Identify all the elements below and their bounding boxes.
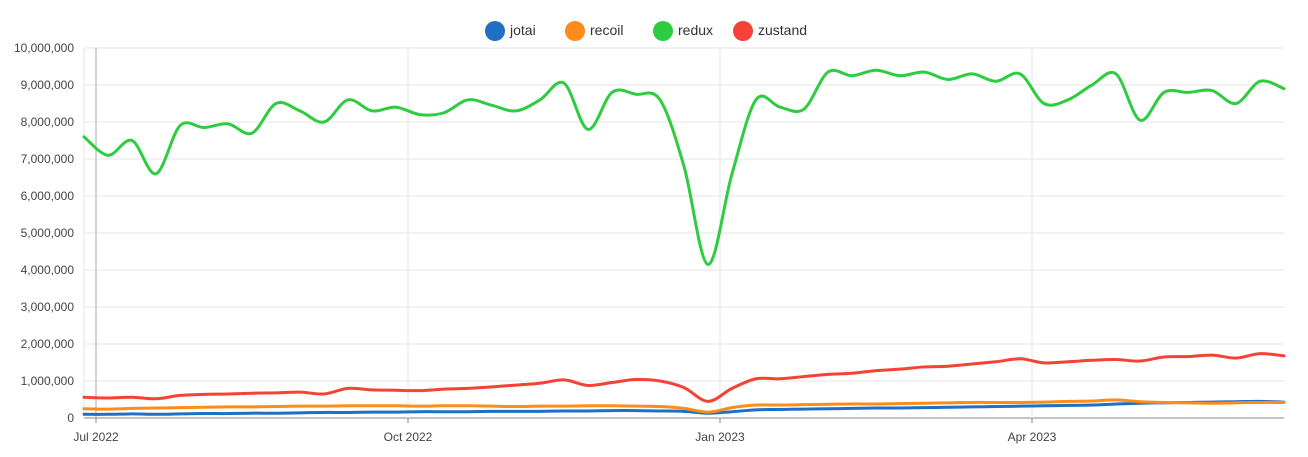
y-tick-label: 8,000,000 xyxy=(21,115,75,129)
grid xyxy=(83,47,1284,419)
y-tick-label: 10,000,000 xyxy=(14,41,74,55)
legend-item-jotai[interactable]: jotai xyxy=(485,21,536,41)
y-tick-label: 3,000,000 xyxy=(21,300,75,314)
series-lines xyxy=(82,68,1286,416)
y-tick-label: 4,000,000 xyxy=(21,263,75,277)
legend: jotai recoil redux zustand xyxy=(485,21,807,41)
x-tick-label: Jul 2022 xyxy=(73,430,119,444)
legend-item-zustand[interactable]: zustand xyxy=(733,21,807,41)
x-tick-label: Oct 2022 xyxy=(384,430,433,444)
x-tick-label: Apr 2023 xyxy=(1008,430,1057,444)
y-tick-label: 7,000,000 xyxy=(21,152,75,166)
x-tick-label: Jan 2023 xyxy=(695,430,745,444)
legend-label: recoil xyxy=(590,22,623,38)
y-tick-label: 5,000,000 xyxy=(21,226,75,240)
series-line-recoil xyxy=(82,398,1286,414)
y-tick-label: 1,000,000 xyxy=(21,374,75,388)
y-tick-label: 9,000,000 xyxy=(21,78,75,92)
legend-swatch xyxy=(485,21,505,41)
series-line-jotai xyxy=(82,399,1286,416)
y-tick-label: 6,000,000 xyxy=(21,189,75,203)
series-line-redux xyxy=(82,68,1286,266)
y-tick-label: 0 xyxy=(67,411,74,425)
legend-label: jotai xyxy=(509,22,536,38)
legend-swatch xyxy=(733,21,753,41)
series-line-zustand xyxy=(82,352,1286,403)
legend-item-recoil[interactable]: recoil xyxy=(565,21,623,41)
legend-label: zustand xyxy=(758,22,807,38)
y-tick-label: 2,000,000 xyxy=(21,337,75,351)
legend-swatch xyxy=(565,21,585,41)
legend-swatch xyxy=(653,21,673,41)
x-axis: Jul 2022 Oct 2022 Jan 2023 Apr 2023 xyxy=(73,418,1057,444)
legend-item-redux[interactable]: redux xyxy=(653,21,713,41)
y-axis: 0 1,000,000 2,000,000 3,000,000 4,000,000 5,0… xyxy=(14,41,74,425)
legend-label: redux xyxy=(678,22,713,38)
